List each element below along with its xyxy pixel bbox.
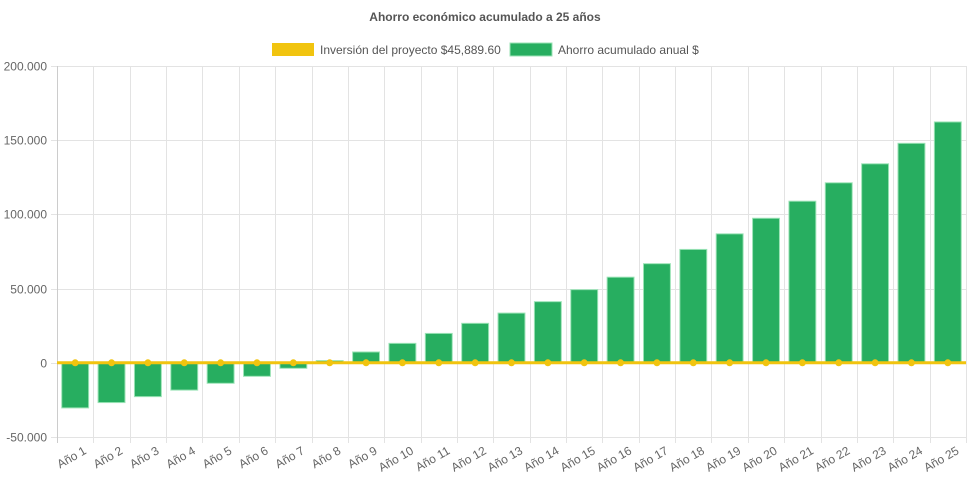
legend-swatch-investment [272, 43, 314, 56]
bar[interactable] [679, 248, 708, 364]
line-point[interactable] [944, 359, 952, 367]
bar[interactable] [461, 322, 490, 364]
y-tick-label: 0 [40, 357, 47, 371]
legend-item-investment[interactable]: Inversión del proyecto $45,889.60 [272, 43, 501, 57]
line-point[interactable] [508, 359, 515, 367]
x-tick-label: Año 8 [309, 443, 343, 471]
x-tick-label: Año 15 [558, 443, 598, 474]
x-tick-label: Año 19 [703, 443, 743, 474]
bar[interactable] [606, 276, 635, 364]
line-point[interactable] [689, 359, 697, 367]
line-point[interactable] [471, 359, 479, 367]
line-point[interactable] [180, 359, 188, 367]
line-series [57, 359, 966, 367]
line-point[interactable] [762, 359, 770, 367]
line-point[interactable] [544, 359, 552, 367]
x-axis: Año 1 Año 2 Año 3 Año 4 Año 5 Año 6 Año 7 Año 8… [55, 443, 962, 474]
x-tick-label: Año 18 [667, 443, 707, 474]
bar[interactable] [897, 142, 926, 364]
chart-title: Ahorro económico acumulado a 25 años [369, 10, 601, 24]
x-tick-label: Año 5 [200, 443, 234, 471]
bar[interactable] [933, 121, 962, 364]
y-tick-label: 200.000 [4, 60, 48, 74]
legend-swatch-savings [509, 42, 553, 57]
x-tick-label: Año 21 [776, 443, 816, 474]
line-point[interactable] [71, 359, 79, 367]
x-tick-label: Año 4 [164, 443, 198, 471]
y-tick-label: -50.000 [6, 431, 47, 445]
x-tick-label: Año 12 [449, 443, 489, 474]
line-point[interactable] [362, 359, 370, 367]
bar[interactable] [61, 362, 90, 409]
line-point[interactable] [289, 359, 297, 367]
legend: Inversión del proyecto $45,889.60 Ahorro… [272, 42, 699, 57]
line-point[interactable] [798, 359, 806, 367]
legend-label-investment: Inversión del proyecto $45,889.60 [320, 43, 501, 57]
x-tick-label: Año 7 [273, 443, 307, 471]
x-tick-label: Año 1 [55, 443, 89, 471]
x-tick-label: Año 22 [812, 443, 852, 474]
y-axis: 200.000 150.000 100.000 50.000 0 -50.000 [4, 60, 48, 445]
x-tick-label: Año 13 [485, 443, 525, 474]
line-point[interactable] [108, 359, 116, 367]
line-point[interactable] [217, 359, 225, 367]
x-tick-label: Año 25 [921, 443, 961, 474]
line-point[interactable] [617, 359, 625, 367]
x-tick-label: Año 6 [236, 443, 270, 471]
x-tick-label: Año 3 [127, 443, 161, 471]
line-point[interactable] [907, 359, 915, 367]
line-point[interactable] [835, 359, 843, 367]
bar[interactable] [861, 163, 890, 364]
y-tick-label: 100.000 [4, 208, 48, 222]
legend-label-savings: Ahorro acumulado anual $ [558, 43, 699, 57]
line-point[interactable] [653, 359, 661, 367]
line-point[interactable] [871, 359, 879, 367]
bar[interactable] [97, 362, 126, 404]
bar[interactable] [642, 263, 671, 364]
x-tick-label: Año 20 [740, 443, 780, 474]
bar[interactable] [715, 233, 744, 364]
y-tick-label: 50.000 [10, 283, 47, 297]
line-point[interactable] [726, 359, 734, 367]
x-tick-label: Año 17 [630, 443, 670, 474]
line-point[interactable] [326, 359, 334, 367]
x-tick-label: Año 14 [521, 443, 561, 474]
bar[interactable] [424, 332, 453, 364]
bar[interactable] [824, 182, 853, 364]
bar[interactable] [752, 217, 780, 364]
legend-item-savings[interactable]: Ahorro acumulado anual $ [509, 42, 699, 57]
y-tick-label: 150.000 [4, 134, 48, 148]
bar[interactable] [133, 362, 162, 398]
grid [51, 66, 967, 443]
x-tick-label: Año 24 [885, 443, 925, 474]
x-tick-label: Año 10 [376, 443, 416, 474]
bar[interactable] [788, 200, 817, 364]
x-tick-label: Año 9 [345, 443, 379, 471]
bar[interactable] [170, 362, 199, 391]
line-point[interactable] [253, 359, 261, 367]
line-point[interactable] [144, 359, 152, 367]
line-point[interactable] [398, 359, 406, 367]
bar[interactable] [570, 289, 599, 364]
bar[interactable] [533, 301, 562, 364]
x-tick-label: Año 11 [413, 443, 452, 474]
x-tick-label: Año 2 [91, 443, 125, 471]
x-tick-label: Año 23 [849, 443, 889, 474]
line-point[interactable] [435, 359, 443, 367]
bar[interactable] [497, 312, 526, 364]
line-point[interactable] [580, 359, 588, 367]
x-tick-label: Año 16 [594, 443, 634, 474]
